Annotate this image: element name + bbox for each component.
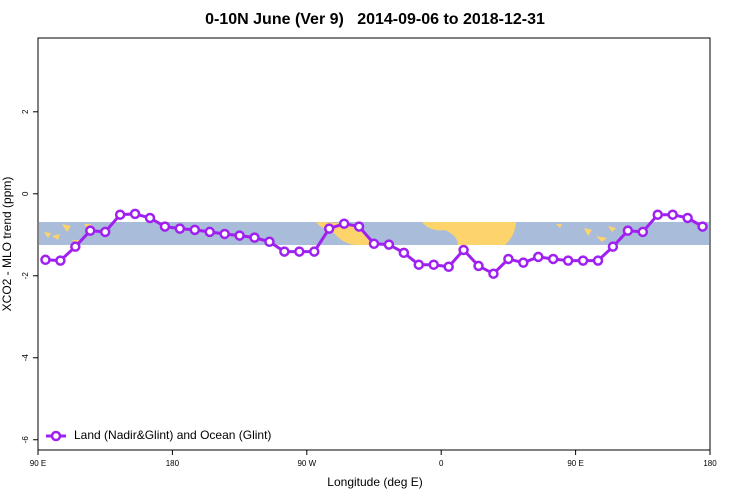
data-point	[443, 261, 454, 273]
x-tick-label: 90 W	[297, 459, 316, 468]
data-point	[383, 239, 395, 250]
data-point	[547, 253, 559, 265]
data-point	[353, 221, 365, 232]
data-point	[279, 246, 290, 257]
x-tick-label: 0	[439, 459, 444, 468]
data-point	[473, 260, 484, 272]
data-point	[219, 228, 230, 240]
x-tick-label: 90 E	[30, 459, 46, 468]
data-point	[70, 241, 81, 252]
data-point	[652, 209, 663, 220]
data-point	[533, 251, 544, 263]
data-point	[323, 223, 335, 234]
y-axis-label: XCO2 - MLO trend (ppm)	[0, 177, 14, 312]
data-point	[682, 212, 693, 224]
legend-label: Land (Nadir&Glint) and Ocean (Glint)	[74, 428, 271, 442]
y-tick-label: -6	[21, 436, 30, 444]
data-point	[607, 241, 619, 252]
data-point	[204, 226, 215, 238]
data-point	[189, 224, 201, 236]
land-south-america	[422, 222, 516, 245]
x-tick-label: 180	[703, 459, 717, 468]
land-asia	[44, 224, 91, 244]
data-point	[309, 246, 320, 257]
x-tick-label: 180	[166, 459, 180, 468]
data-point	[338, 218, 350, 229]
x-tick-label: 90 E	[567, 459, 583, 468]
data-point	[234, 230, 245, 241]
data-point	[144, 212, 156, 224]
data-point	[40, 254, 51, 266]
data-point	[622, 225, 634, 236]
ocean-band	[39, 222, 709, 245]
data-point	[562, 255, 574, 266]
data-point	[518, 257, 529, 268]
data-point	[99, 226, 111, 238]
data-point	[55, 255, 66, 266]
data-point	[114, 209, 126, 220]
data-point	[503, 253, 514, 265]
data-point	[249, 232, 260, 243]
data-point	[129, 208, 141, 220]
x-axis-label: Longitude (deg E)	[327, 475, 422, 489]
y-tick-label: -2	[21, 272, 30, 280]
y-tick-label: 0	[21, 191, 30, 196]
legend-marker	[50, 430, 62, 442]
data-point	[368, 238, 380, 250]
data-point	[577, 255, 589, 266]
data-point	[85, 225, 96, 236]
data-point	[294, 246, 305, 257]
data-point	[398, 247, 410, 259]
data-point	[428, 259, 439, 270]
data-point	[458, 244, 469, 256]
data-point	[264, 236, 275, 247]
data-point	[697, 221, 708, 232]
chart-title: 0-10N June (Ver 9) 2014-09-06 to 2018-12…	[205, 11, 545, 28]
data-point	[159, 221, 171, 232]
data-point	[488, 268, 499, 279]
plot-frame	[37, 37, 711, 451]
data-point	[667, 209, 678, 220]
data-point	[413, 259, 425, 270]
data-point	[174, 223, 186, 234]
y-tick-label: -4	[21, 354, 30, 362]
data-point	[592, 255, 604, 266]
land-asia-2	[556, 224, 616, 242]
data-point	[637, 226, 649, 238]
y-tick-label: 2	[21, 109, 30, 114]
